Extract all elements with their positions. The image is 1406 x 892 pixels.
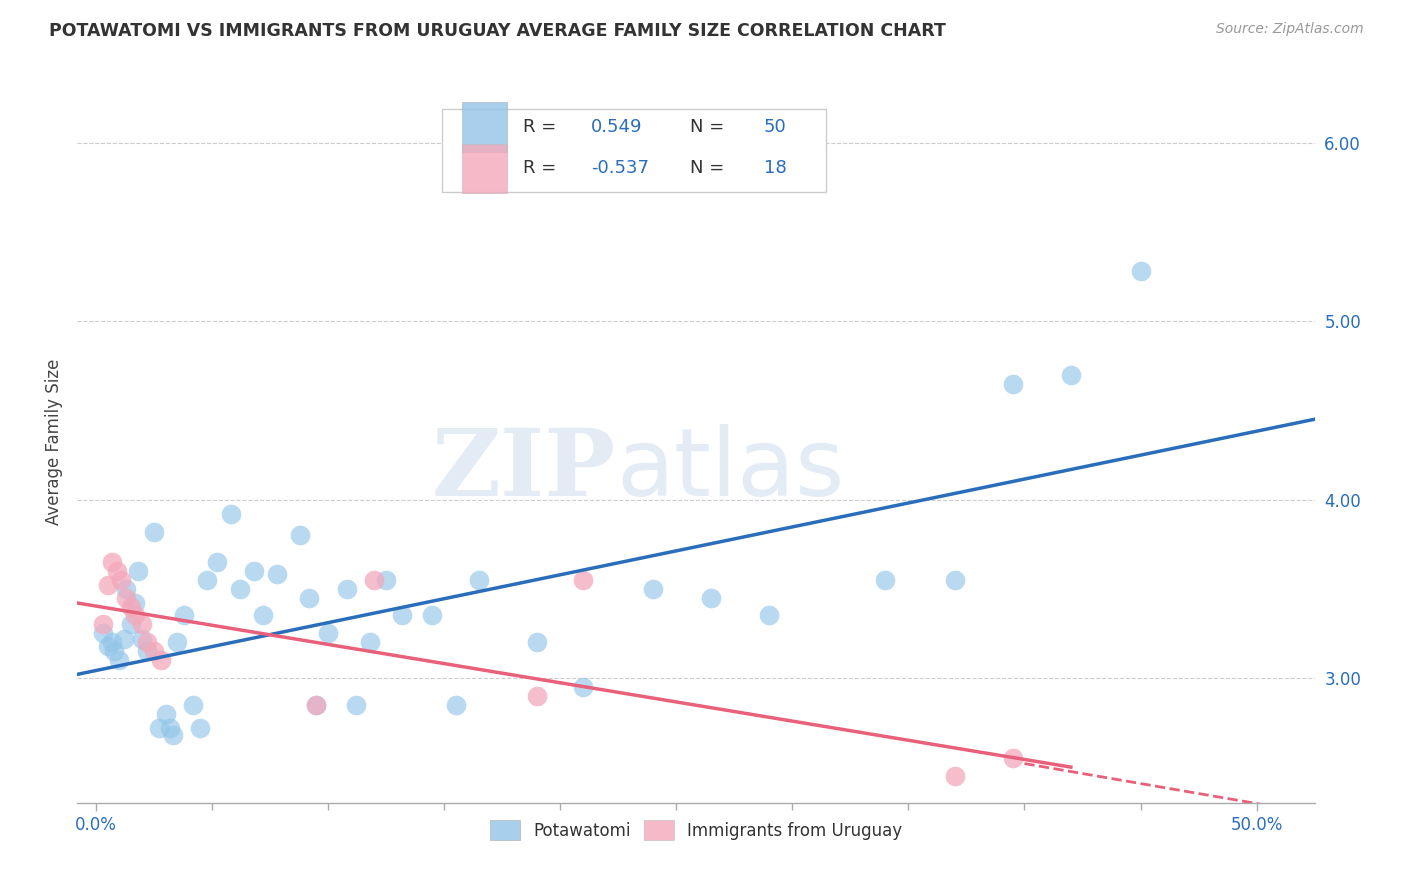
Point (103, 644, 125, 658)
Text: R =: R = (523, 118, 562, 136)
Point (205, 555, 228, 569)
Point (159, 721, 181, 735)
Point (101, 555, 124, 569)
Point (305, 698, 328, 712)
Point (444, 698, 467, 712)
FancyBboxPatch shape (463, 102, 506, 152)
Point (875, 573, 897, 587)
Point (162, 728, 184, 742)
Text: 18: 18 (763, 159, 787, 178)
Point (288, 528, 311, 542)
Point (91, 626, 114, 640)
Point (112, 632, 135, 646)
Point (641, 582, 664, 596)
Text: atlas: atlas (617, 425, 845, 516)
Point (758, 608, 780, 623)
Point (136, 644, 159, 658)
Text: POTAWATOMI VS IMMIGRANTS FROM URUGUAY AVERAGE FAMILY SIZE CORRELATION CHART: POTAWATOMI VS IMMIGRANTS FROM URUGUAY AV… (49, 22, 946, 40)
Point (943, 573, 966, 587)
Point (219, 507, 242, 521)
Point (149, 653, 172, 667)
Point (110, 573, 132, 587)
FancyBboxPatch shape (463, 144, 506, 194)
Point (124, 608, 146, 623)
Point (266, 567, 288, 582)
Point (526, 635, 548, 649)
Point (195, 573, 218, 587)
Text: N =: N = (690, 159, 724, 178)
Point (1060, 368, 1083, 382)
Point (155, 706, 177, 721)
Point (344, 698, 367, 712)
Point (336, 582, 359, 596)
Point (131, 617, 153, 632)
Point (1001, 376, 1024, 391)
Legend: Potawatomi, Immigrants from Uruguay: Potawatomi, Immigrants from Uruguay (481, 812, 911, 848)
Point (142, 524, 165, 539)
FancyBboxPatch shape (443, 109, 825, 193)
Point (943, 769, 966, 783)
Point (375, 573, 398, 587)
Point (298, 591, 321, 605)
Point (127, 564, 149, 578)
Text: Source: ZipAtlas.com: Source: ZipAtlas.com (1216, 22, 1364, 37)
Point (101, 635, 124, 649)
Point (148, 721, 170, 735)
Point (422, 608, 444, 623)
Text: N =: N = (690, 118, 724, 136)
Point (242, 564, 264, 578)
Point (229, 582, 252, 596)
Text: 0.549: 0.549 (591, 118, 643, 136)
Text: -0.537: -0.537 (591, 159, 648, 178)
Point (96, 639, 118, 653)
Point (96, 578, 118, 592)
Point (166, 635, 188, 649)
Text: R =: R = (523, 159, 562, 178)
Point (115, 582, 138, 596)
Point (526, 689, 548, 703)
Point (142, 644, 165, 658)
Point (468, 573, 491, 587)
Point (572, 680, 595, 694)
Point (136, 635, 159, 649)
Text: 50: 50 (763, 118, 787, 136)
Point (359, 635, 381, 649)
Point (105, 564, 128, 578)
Point (131, 632, 153, 646)
Point (124, 596, 146, 610)
Point (108, 653, 131, 667)
Point (1001, 751, 1024, 765)
Point (190, 721, 212, 735)
Text: ZIP: ZIP (432, 425, 616, 516)
Point (115, 591, 138, 605)
Point (363, 573, 385, 587)
Point (700, 591, 723, 605)
Point (91, 617, 114, 632)
Point (120, 599, 142, 614)
Y-axis label: Average Family Size: Average Family Size (45, 359, 63, 524)
Point (120, 617, 142, 632)
Point (316, 626, 339, 640)
Point (252, 608, 274, 623)
Point (305, 698, 328, 712)
Point (572, 573, 595, 587)
Point (391, 608, 413, 623)
Point (1129, 264, 1152, 278)
Point (173, 608, 195, 623)
Point (183, 698, 205, 712)
